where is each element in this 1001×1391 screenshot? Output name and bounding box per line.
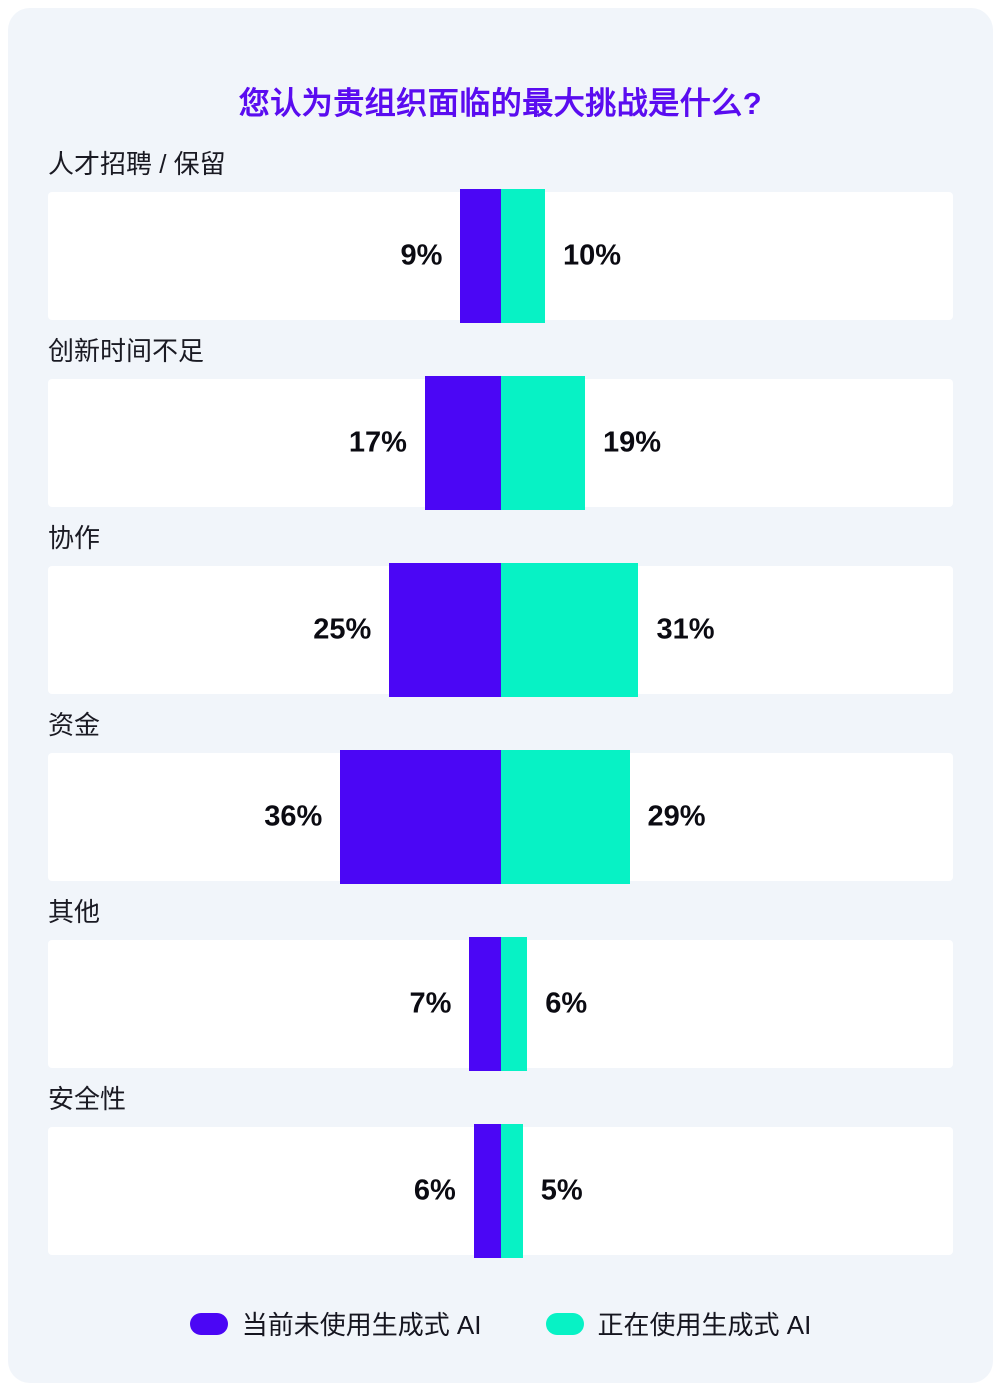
value-label-right: 19% xyxy=(603,426,662,459)
chart-row-group: 安全性 6% 5% xyxy=(48,1079,953,1258)
legend-item-using-ai: 正在使用生成式 AI xyxy=(545,1305,812,1342)
category-label: 协作 xyxy=(48,523,101,553)
bar-segment-not-using-ai xyxy=(424,376,501,510)
chart-row-group: 人才招聘 / 保留 9% 10% xyxy=(48,144,953,323)
bar-segment-not-using-ai xyxy=(340,750,501,884)
bar-segment-not-using-ai xyxy=(460,189,501,323)
legend-swatch-purple xyxy=(189,1312,228,1335)
legend-label: 正在使用生成式 AI xyxy=(597,1310,812,1340)
value-label-left: 17% xyxy=(348,426,407,459)
value-label-right: 10% xyxy=(563,239,622,272)
bar-segment-not-using-ai xyxy=(389,563,501,697)
bar-track: 9% 10% xyxy=(48,189,953,323)
legend-label: 当前未使用生成式 AI xyxy=(241,1310,482,1340)
bar-segment-using-ai xyxy=(500,189,545,323)
bar-segment-using-ai xyxy=(500,563,639,697)
value-label-left: 7% xyxy=(409,987,452,1020)
legend-item-not-using-ai: 当前未使用生成式 AI xyxy=(189,1305,482,1342)
value-label-left: 25% xyxy=(313,613,372,646)
bar-segment-not-using-ai xyxy=(473,1124,501,1258)
chart-row-group: 协作 25% 31% xyxy=(48,518,953,697)
category-label: 人才招聘 / 保留 xyxy=(48,149,226,179)
bar-segment-using-ai xyxy=(500,1124,523,1258)
bar-segment-using-ai xyxy=(500,937,528,1071)
bar-segment-not-using-ai xyxy=(469,937,501,1071)
category-label: 其他 xyxy=(48,897,101,927)
category-label: 安全性 xyxy=(48,1084,127,1114)
diverging-bar-chart: 人才招聘 / 保留 9% 10% 创新时间不足 17% 19% 协作 25% 31% 资金 36% 2… xyxy=(48,144,953,1266)
bar-track: 25% 31% xyxy=(48,563,953,697)
value-label-right: 29% xyxy=(647,800,706,833)
value-label-left: 9% xyxy=(400,239,443,272)
value-label-right: 5% xyxy=(540,1174,583,1207)
bar-segment-using-ai xyxy=(500,376,586,510)
bar-track: 36% 29% xyxy=(48,750,953,884)
value-label-left: 36% xyxy=(264,800,323,833)
bar-track: 7% 6% xyxy=(48,937,953,1071)
bar-segment-using-ai xyxy=(500,750,630,884)
chart-panel: 您认为贵组织面临的最大挑战是什么? 人才招聘 / 保留 9% 10% 创新时间不足 17… xyxy=(8,8,993,1383)
value-label-right: 6% xyxy=(545,987,588,1020)
bar-track: 17% 19% xyxy=(48,376,953,510)
value-label-left: 6% xyxy=(413,1174,456,1207)
legend-swatch-teal xyxy=(545,1312,584,1335)
chart-row-group: 创新时间不足 17% 19% xyxy=(48,331,953,510)
category-label: 资金 xyxy=(48,710,101,740)
category-label: 创新时间不足 xyxy=(48,336,205,366)
value-label-right: 31% xyxy=(656,613,715,646)
legend: 当前未使用生成式 AI 正在使用生成式 AI xyxy=(8,1305,993,1342)
chart-row-group: 其他 7% 6% xyxy=(48,892,953,1071)
chart-title: 您认为贵组织面临的最大挑战是什么? xyxy=(238,86,763,121)
chart-row-group: 资金 36% 29% xyxy=(48,705,953,884)
bar-track: 6% 5% xyxy=(48,1124,953,1258)
